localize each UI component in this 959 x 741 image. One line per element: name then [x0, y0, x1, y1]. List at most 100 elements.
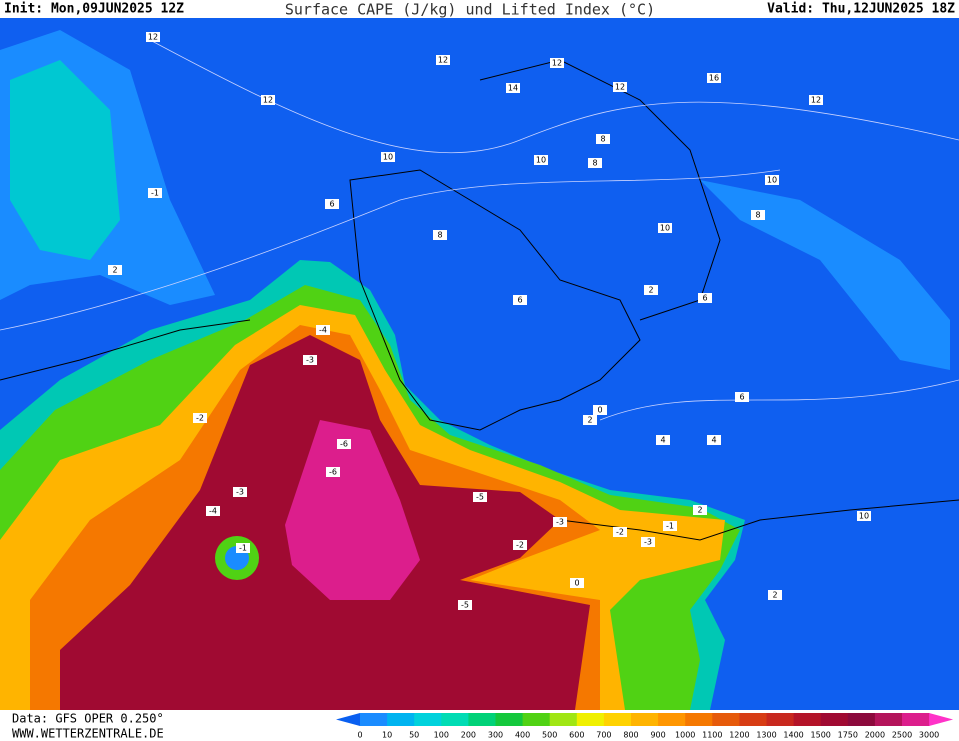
- colorbar-label: 50: [409, 731, 419, 740]
- isoline-label-box: [751, 210, 765, 220]
- isoline-label-box: [236, 543, 250, 553]
- isoline-label-box: [809, 95, 823, 105]
- colorbar-segment: [631, 713, 659, 726]
- isoline-label-box: [436, 55, 450, 65]
- isoline-label-box: [381, 152, 395, 162]
- colorbar-label: 1300: [756, 731, 776, 740]
- colorbar-segment: [685, 713, 713, 726]
- valid-time: Valid: Thu,12JUN2025 18Z: [767, 2, 955, 17]
- isoline-label: -2: [196, 414, 204, 423]
- colorbar-segment: [874, 713, 903, 726]
- isoline-label-box: [261, 95, 275, 105]
- isoline-label: -1: [151, 189, 159, 198]
- colorbar-segment: [414, 713, 442, 726]
- isoline-label: 2: [587, 416, 592, 425]
- init-time: Init: Mon,09JUN2025 12Z: [4, 2, 184, 17]
- isoline-label-box: [570, 578, 584, 588]
- cape-area-extreme: [285, 420, 420, 600]
- cape-area-low: [700, 180, 950, 370]
- isoline-label: 10: [767, 176, 777, 185]
- isoline-label: -3: [306, 356, 314, 365]
- isoline-label: 12: [615, 83, 625, 92]
- isoline-label: -3: [236, 488, 244, 497]
- isoline-label-box: [506, 83, 520, 93]
- isoline-label-box: [641, 537, 655, 547]
- isoline-label: -1: [666, 522, 674, 531]
- colorbar-label: 0: [357, 731, 362, 740]
- data-source: Data: GFS OPER 0.250°: [12, 712, 164, 726]
- colorbar-label: 10: [382, 731, 392, 740]
- colorbar-segment: [576, 713, 605, 726]
- isoline-label-box: [698, 293, 712, 303]
- isoline-label-box: [325, 199, 339, 209]
- colorbar-segment: [441, 713, 469, 726]
- colorbar-label: 1200: [729, 731, 749, 740]
- isoline-label-box: [513, 295, 527, 305]
- isoline-label-box: [553, 517, 567, 527]
- border: [349, 169, 641, 431]
- colorbar-segment: [766, 713, 795, 726]
- header-bar: [0, 0, 959, 18]
- isoline-label: 2: [697, 506, 702, 515]
- isoline-label-box: [337, 439, 351, 449]
- isoline-label-box: [206, 506, 220, 516]
- isoline-label-box: [513, 540, 527, 550]
- isoline-label-box: [735, 392, 749, 402]
- colorbar-label: 300: [488, 731, 503, 740]
- isoline-label-box: [768, 590, 782, 600]
- isoline-label-box: [148, 188, 162, 198]
- isoline-label: -5: [461, 601, 469, 610]
- isoline-label-box: [534, 155, 548, 165]
- isoline-label: 10: [660, 224, 670, 233]
- colorbar-segment: [902, 713, 930, 726]
- isoline-label-box: [433, 230, 447, 240]
- isoline-label-box: [613, 82, 627, 92]
- isoline-label: 0: [574, 579, 579, 588]
- isoline-label-box: [857, 511, 871, 521]
- isoline-label-box: [596, 134, 610, 144]
- isoline-label: 6: [739, 393, 744, 402]
- isoline-label: 6: [702, 294, 707, 303]
- isoline-label: -4: [209, 507, 217, 516]
- isoline-label: 8: [600, 135, 605, 144]
- isoline-label-box: [656, 435, 670, 445]
- colorbar-label: 1100: [702, 731, 722, 740]
- isoline: [149, 39, 959, 154]
- isoline-label-box: [658, 223, 672, 233]
- colorbar-segment: [360, 713, 388, 726]
- isoline: [0, 169, 781, 331]
- colorbar-label: 700: [596, 731, 611, 740]
- colorbar-segment: [820, 713, 849, 726]
- colorbar-segment: [468, 713, 496, 726]
- isoline-label-box: [644, 285, 658, 295]
- isoline-label: 12: [148, 33, 158, 42]
- isoline-labels: 1212121014121216121081081086620-12-2-4-3…: [108, 32, 871, 610]
- isoline-label: 8: [755, 211, 760, 220]
- isoline-label: 8: [437, 231, 442, 240]
- isoline-label-box: [458, 600, 472, 610]
- isoline-label-box: [593, 405, 607, 415]
- colorbar-label: 1500: [811, 731, 831, 740]
- isoline-label: 2: [772, 591, 777, 600]
- colorbar-segment: [495, 713, 524, 726]
- isoline-label: -6: [329, 468, 337, 477]
- colorbar-label: 500: [542, 731, 557, 740]
- isoline-label: 2: [648, 286, 653, 295]
- isoline-label-box: [588, 158, 602, 168]
- site: WWW.WETTERZENTRALE.DE: [12, 727, 164, 741]
- colorbar-label: 2000: [865, 731, 885, 740]
- isoline-label-box: [583, 415, 597, 425]
- isoline-label: 4: [711, 436, 716, 445]
- isoline-label: -3: [556, 518, 564, 527]
- isoline: [599, 379, 959, 421]
- colorbar-label: 900: [650, 731, 665, 740]
- colorbar-label: 800: [623, 731, 638, 740]
- colorbar-label: 2500: [892, 731, 912, 740]
- colorbar-segment: [387, 713, 415, 726]
- isoline-label: 10: [536, 156, 546, 165]
- isoline-label-box: [707, 435, 721, 445]
- isoline-label-box: [193, 413, 207, 423]
- isoline-label: -5: [476, 493, 484, 502]
- colorbar-label: 200: [461, 731, 476, 740]
